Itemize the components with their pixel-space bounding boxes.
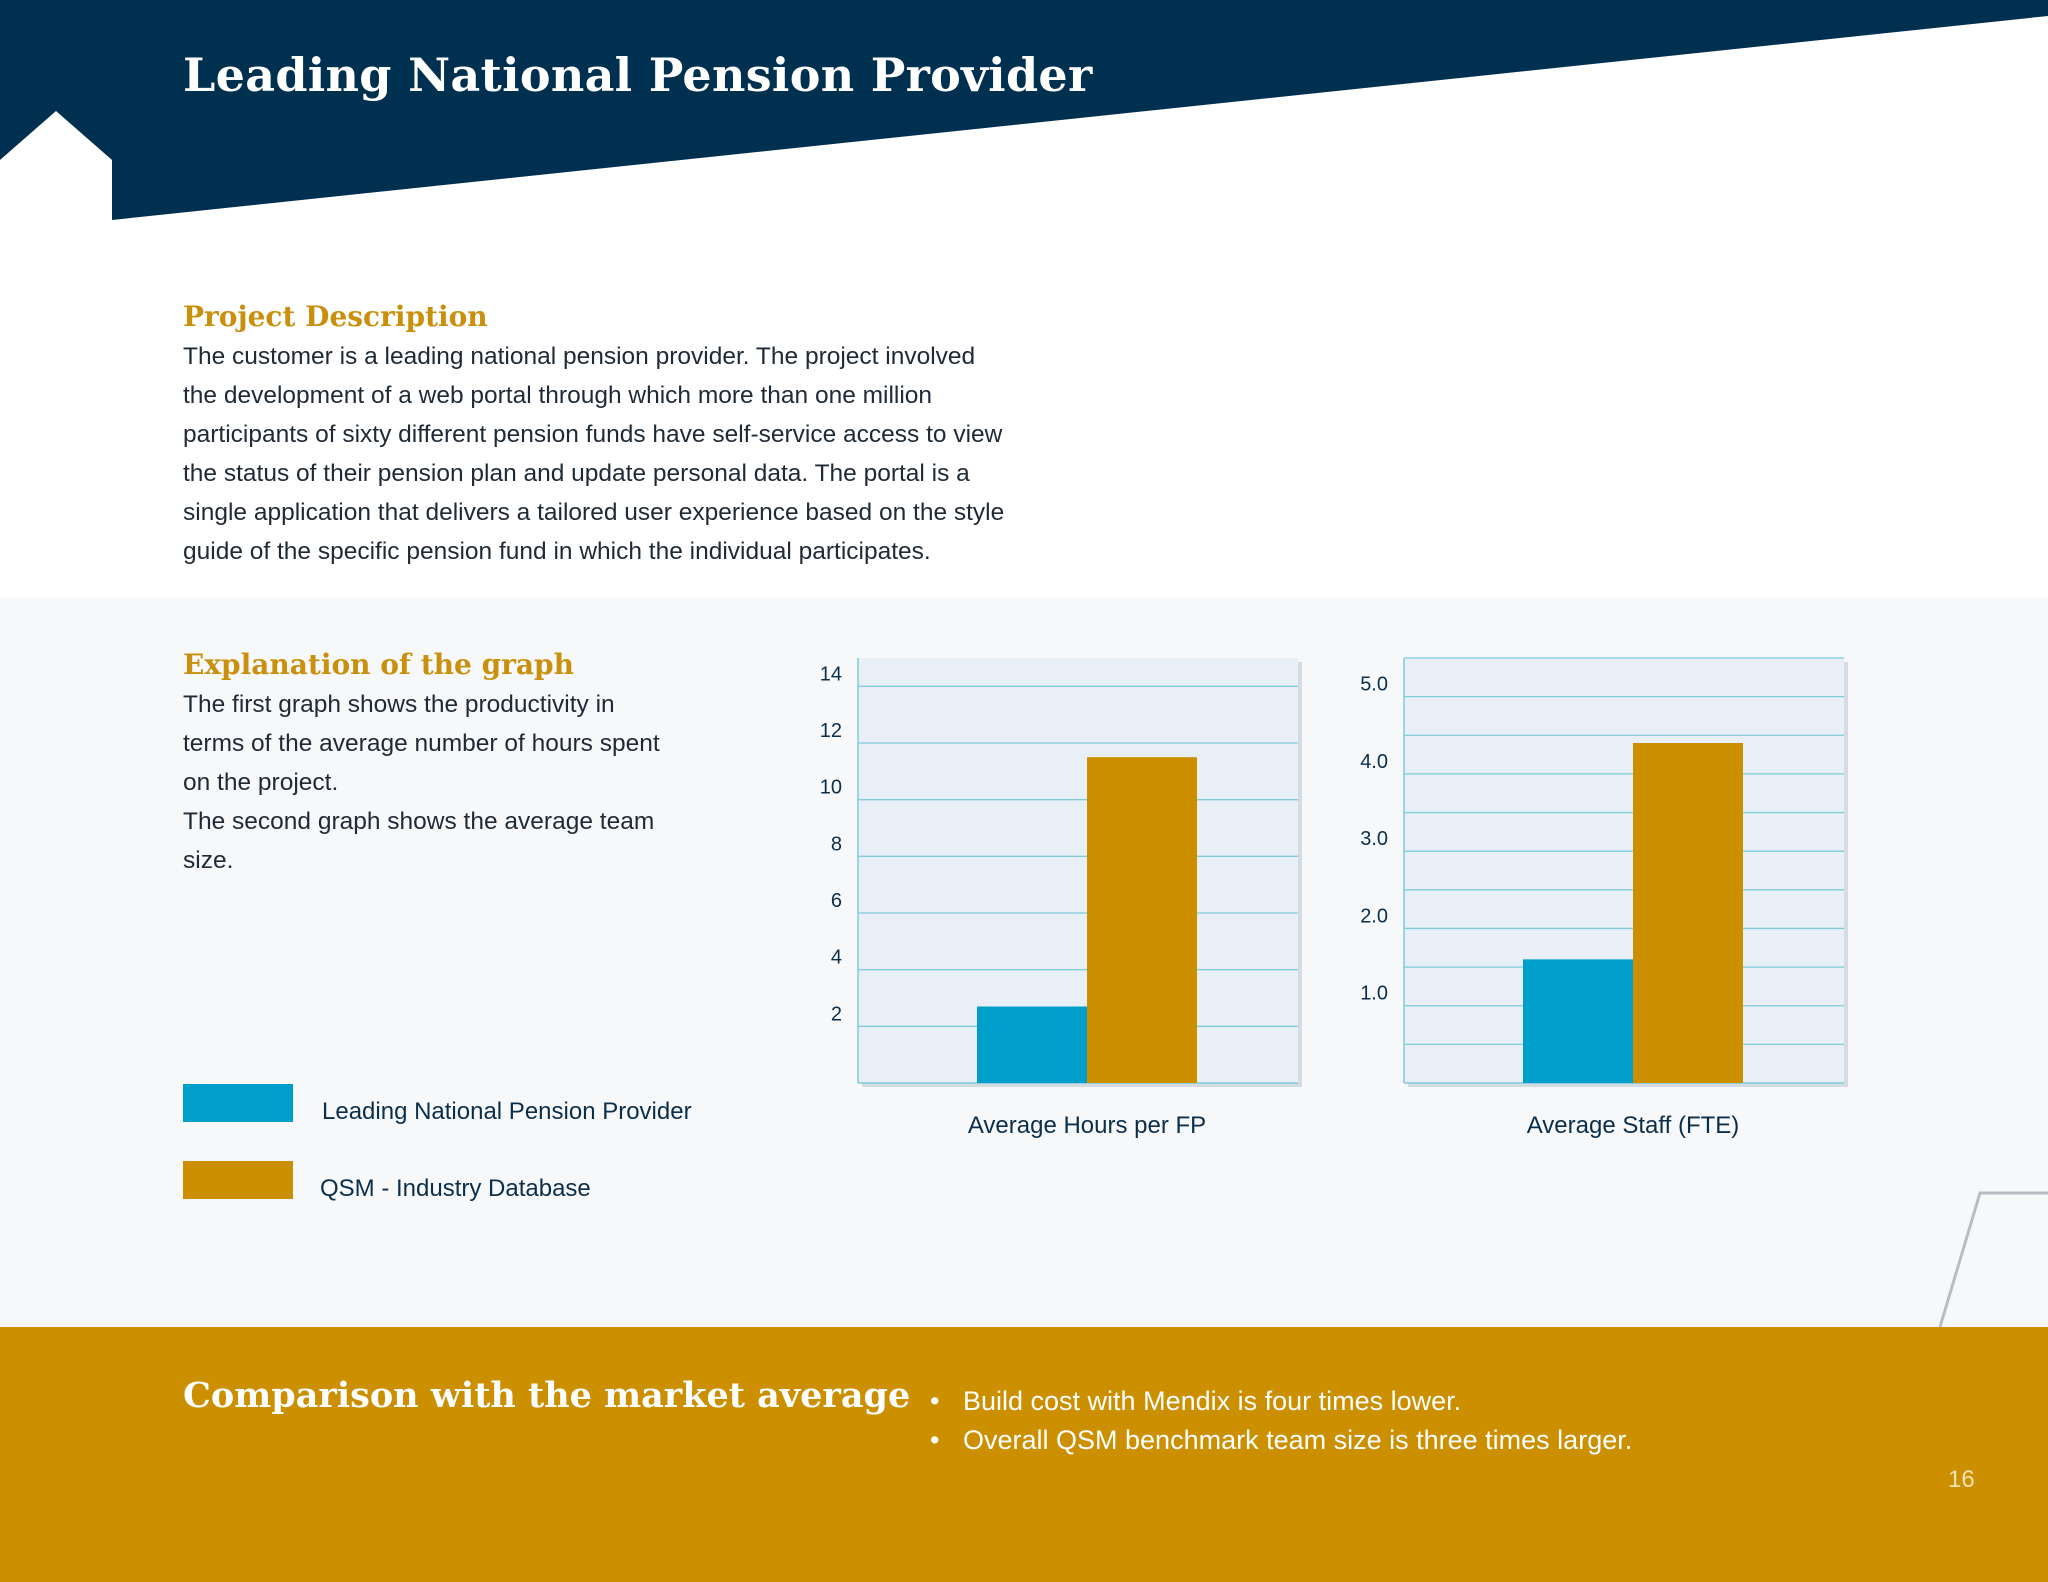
header-banner xyxy=(0,0,2048,220)
graph-explanation-line: size. xyxy=(183,847,234,874)
page-number: 16 xyxy=(1948,1466,1975,1493)
x-axis-label: Average Staff (FTE) xyxy=(1527,1112,1740,1139)
project-description-line: single application that delivers a tailo… xyxy=(183,499,1005,526)
project-description-line: The customer is a leading national pensi… xyxy=(183,343,976,370)
project-description-line: guide of the specific pension fund in wh… xyxy=(183,538,931,565)
y-tick-label: 8 xyxy=(831,833,842,855)
comparison-bullet-text: Overall QSM benchmark team size is three… xyxy=(963,1425,1633,1455)
bullet-icon: • xyxy=(930,1386,940,1416)
decorative-corner-line xyxy=(1938,1191,2048,1328)
comparison-heading: Comparison with the market average xyxy=(183,1375,911,1416)
bar-industry xyxy=(1087,757,1197,1083)
y-tick-label: 2.0 xyxy=(1360,905,1388,927)
legend-swatch-industry xyxy=(183,1161,293,1199)
project-description-line: the development of a web portal through … xyxy=(183,382,933,409)
bar-provider xyxy=(977,1006,1087,1083)
comparison-bullet: • Build cost with Mendix is four times l… xyxy=(928,1382,1632,1421)
project-description-text: The customer is a leading national pensi… xyxy=(183,337,1063,571)
bar-industry xyxy=(1633,743,1743,1083)
y-tick-label: 3.0 xyxy=(1360,828,1388,850)
hours-per-fp-chart: 2 4 6 8 10 12 14 Average Hours per FP xyxy=(820,658,1302,1139)
graph-explanation-line: The first graph shows the productivity i… xyxy=(183,691,615,718)
graph-explanation-text: The first graph shows the productivity i… xyxy=(183,685,703,880)
graph-explanation-line: The second graph shows the average team xyxy=(183,808,655,835)
y-tick-label: 5.0 xyxy=(1360,674,1388,696)
graph-explanation-line: on the project. xyxy=(183,769,339,796)
y-tick-label: 14 xyxy=(820,663,842,685)
graph-explanation-heading: Explanation of the graph xyxy=(183,648,574,681)
y-tick-label: 12 xyxy=(820,720,842,742)
footer-band xyxy=(0,1327,2048,1582)
legend-label-industry: QSM - Industry Database xyxy=(320,1175,591,1202)
project-description-line: participants of sixty different pension … xyxy=(183,421,1003,448)
comparison-bullet-text: Build cost with Mendix is four times low… xyxy=(963,1386,1462,1416)
page-title: Leading National Pension Provider xyxy=(183,48,1093,102)
comparison-bullet: • Overall QSM benchmark team size is thr… xyxy=(928,1421,1632,1460)
average-staff-chart: 1.0 2.0 3.0 4.0 5.0 Average Staff (FTE) xyxy=(1360,657,1848,1139)
y-tick-label: 4.0 xyxy=(1360,751,1388,773)
bar-provider xyxy=(1523,959,1633,1083)
legend-label-provider: Leading National Pension Provider xyxy=(322,1098,692,1125)
project-description-line: the status of their pension plan and upd… xyxy=(183,460,970,487)
y-tick-label: 4 xyxy=(831,947,842,969)
y-tick-label: 6 xyxy=(831,890,842,912)
x-axis-label: Average Hours per FP xyxy=(968,1112,1206,1139)
graph-explanation-line: terms of the average number of hours spe… xyxy=(183,730,660,757)
project-description-heading: Project Description xyxy=(183,300,488,333)
y-tick-label: 10 xyxy=(820,777,842,799)
y-tick-label: 2 xyxy=(831,1003,842,1025)
bullet-icon: • xyxy=(930,1425,940,1455)
legend-swatch-provider xyxy=(183,1084,293,1122)
y-tick-label: 1.0 xyxy=(1360,983,1388,1005)
comparison-bullet-list: • Build cost with Mendix is four times l… xyxy=(928,1382,1632,1460)
